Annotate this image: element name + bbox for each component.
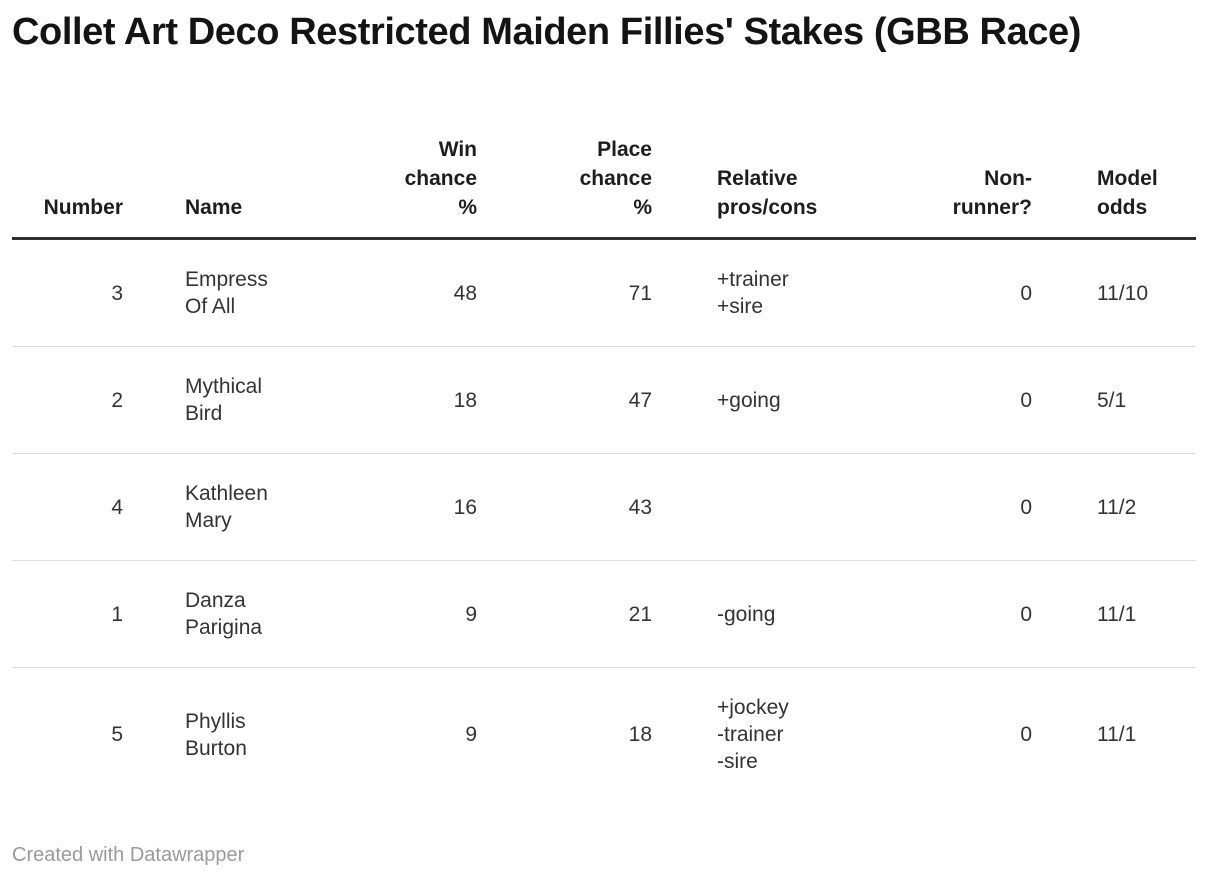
cell-place-chance: 71 [628, 281, 652, 305]
table-row: 5 Phyllis Burton 9 18 +jockey -trainer -… [12, 668, 1196, 801]
table-row: 2 Mythical Bird 18 47 +going 0 5/1 [12, 347, 1196, 454]
table-row: 4 Kathleen Mary 16 43 0 11/2 [12, 454, 1196, 561]
column-header-name: Name [185, 196, 243, 219]
cell-model-odds: 11/2 [1097, 495, 1137, 519]
cell-pros-cons: +jockey -trainer -sire [717, 696, 789, 773]
cell-win-chance: 16 [453, 495, 477, 519]
cell-model-odds: 11/1 [1097, 602, 1137, 626]
cell-number: 4 [111, 495, 123, 519]
cell-number: 3 [111, 281, 123, 305]
cell-name: Danza Parigina [185, 589, 263, 639]
cell-number: 1 [111, 602, 123, 626]
cell-non-runner: 0 [1020, 723, 1032, 746]
cell-win-chance: 9 [465, 723, 477, 746]
column-header-place-chance: Place chance % [579, 138, 652, 219]
cell-place-chance: 47 [628, 388, 652, 412]
page-title: Collet Art Deco Restricted Maiden Fillie… [12, 11, 1082, 53]
cell-pros-cons: +trainer +sire [717, 268, 789, 318]
column-header-win-chance: Win chance % [404, 138, 477, 219]
cell-model-odds: 11/10 [1097, 281, 1148, 305]
cell-place-chance: 18 [628, 723, 652, 746]
table-row: 1 Danza Parigina 9 21 -going 0 11/1 [12, 561, 1196, 668]
cell-non-runner: 0 [1020, 388, 1032, 412]
cell-non-runner: 0 [1020, 602, 1032, 626]
cell-name: Empress Of All [185, 268, 268, 318]
cell-name: Kathleen Mary [185, 482, 268, 532]
column-header-relative-pros-cons: Relative pros/cons [717, 167, 818, 219]
attribution-footer: Created with Datawrapper [12, 843, 1196, 867]
cell-win-chance: 18 [453, 388, 477, 412]
cell-place-chance: 21 [628, 602, 652, 626]
cell-win-chance: 9 [465, 602, 477, 626]
column-header-non-runner: Non- runner? [952, 167, 1032, 219]
cell-win-chance: 48 [453, 281, 477, 305]
cell-number: 5 [111, 723, 123, 746]
cell-model-odds: 11/1 [1097, 723, 1137, 746]
cell-place-chance: 43 [628, 495, 652, 519]
cell-name: Phyllis Burton [185, 709, 247, 760]
cell-model-odds: 5/1 [1097, 388, 1127, 412]
cell-pros-cons [652, 481, 900, 533]
cell-non-runner: 0 [1020, 495, 1032, 519]
cell-pros-cons: +going [717, 388, 781, 412]
table-row: 3 Empress Of All 48 71 +trainer +sire 0 … [12, 240, 1196, 347]
datawrapper-attribution-link[interactable]: Created with Datawrapper [12, 844, 245, 866]
data-table: Number Name Win chance % Place chance % … [12, 54, 1196, 801]
cell-non-runner: 0 [1020, 281, 1032, 305]
column-header-model-odds: Model odds [1097, 167, 1158, 219]
column-header-number: Number [43, 196, 123, 219]
cell-name: Mythical Bird [185, 375, 263, 425]
cell-pros-cons: -going [717, 602, 776, 626]
cell-number: 2 [111, 388, 123, 412]
table-header-row: Number Name Win chance % Place chance % … [12, 54, 1196, 240]
